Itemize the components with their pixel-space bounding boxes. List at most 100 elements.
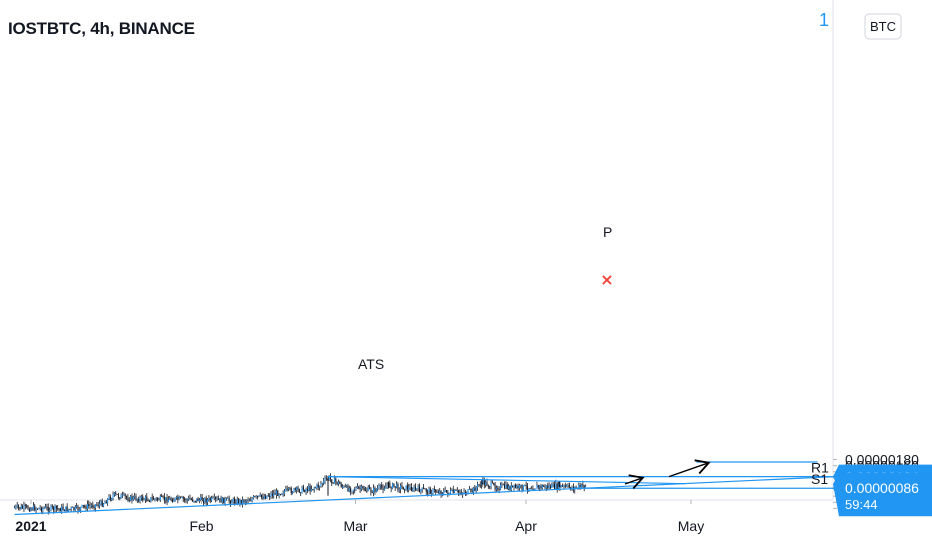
candle-body <box>497 487 499 490</box>
candle-body <box>351 491 353 492</box>
candle-body <box>89 505 91 507</box>
candle-body <box>312 489 314 490</box>
candle-body <box>78 509 80 511</box>
chart-grid <box>0 0 834 501</box>
candle-body <box>578 485 580 489</box>
candle-body <box>323 480 325 484</box>
candle-body <box>448 493 450 495</box>
candle-body <box>521 484 523 491</box>
candle-body <box>46 506 48 508</box>
candle-body <box>146 496 148 501</box>
candle-body <box>335 478 337 482</box>
ats-label: ATS <box>358 356 384 372</box>
candle-body <box>459 492 461 494</box>
candle-body <box>528 488 530 491</box>
candle-body <box>209 498 211 501</box>
candle-body <box>325 478 327 480</box>
candle-body <box>346 485 348 487</box>
candle-body <box>486 482 488 486</box>
candle-body <box>562 485 564 487</box>
candle-body <box>420 489 422 493</box>
candle-body <box>136 499 138 501</box>
candle-body <box>159 496 161 501</box>
candle-body <box>560 485 562 488</box>
candle-body <box>501 484 503 486</box>
candle-body <box>84 506 86 507</box>
candle-body <box>377 488 379 490</box>
candle-body <box>23 505 25 509</box>
candle-body <box>154 498 156 500</box>
candle-body <box>28 509 30 511</box>
candle-body <box>513 484 515 487</box>
candle-body <box>27 506 29 510</box>
candle-body <box>135 496 137 501</box>
candle-body <box>116 493 118 495</box>
candle-body <box>115 492 117 494</box>
candle-body <box>134 496 136 498</box>
candle-body <box>360 486 362 490</box>
candle-body <box>545 485 547 488</box>
candle-body <box>455 490 457 491</box>
candle-body <box>130 495 132 501</box>
candle-body <box>194 501 196 502</box>
candle-body <box>65 506 67 511</box>
candle-body <box>124 494 126 497</box>
candle-body <box>288 487 290 489</box>
candle-body <box>285 488 287 492</box>
candle-body <box>188 498 190 500</box>
candle-body <box>227 498 229 500</box>
candle-body <box>109 496 111 500</box>
currency-badge <box>864 13 902 40</box>
candle-body <box>482 479 484 483</box>
candle-body <box>242 499 244 504</box>
candle-body <box>479 485 481 486</box>
candle-body <box>204 498 206 503</box>
candle-body <box>240 499 242 504</box>
candle-body <box>490 482 492 487</box>
candle-body <box>483 479 485 486</box>
candle-body <box>100 501 102 504</box>
candle-body <box>259 494 261 496</box>
candle-body <box>148 501 151 502</box>
candle-body <box>414 486 416 490</box>
candle-body <box>235 502 237 504</box>
candles <box>13 473 587 515</box>
candle-body <box>452 489 454 493</box>
candle-body <box>425 489 427 492</box>
candle-body <box>456 490 458 492</box>
candle-body <box>552 483 554 485</box>
candle-body <box>348 488 350 492</box>
candle-body <box>470 489 472 491</box>
candle-body <box>397 483 399 490</box>
candle-body <box>409 486 411 488</box>
candle-body <box>374 487 376 492</box>
price-tag-support <box>833 476 932 501</box>
candle-body <box>55 505 57 509</box>
candle-body <box>35 508 37 511</box>
candle-body <box>219 498 221 500</box>
candle-body <box>215 497 217 499</box>
candle-body <box>524 485 526 486</box>
candle-body <box>88 504 90 507</box>
candle-body <box>383 488 385 490</box>
x-tick-label: Apr <box>515 518 537 534</box>
candle-body <box>362 486 364 488</box>
candle-body <box>556 483 558 490</box>
drawings[interactable] <box>14 459 835 516</box>
candle-body <box>51 505 53 507</box>
candle-body <box>19 507 21 509</box>
candle-body <box>13 507 16 509</box>
candle-body <box>582 484 584 486</box>
candle-body <box>567 484 569 486</box>
candle-body <box>533 489 535 490</box>
candle-body <box>531 488 533 490</box>
candle-body <box>306 489 308 491</box>
candle-body <box>266 495 268 499</box>
candle-body <box>196 498 198 502</box>
candle-body <box>369 487 371 489</box>
candle-body <box>443 491 445 494</box>
candle-body <box>190 499 192 501</box>
candle-body <box>416 488 418 490</box>
candle-body <box>294 488 296 490</box>
